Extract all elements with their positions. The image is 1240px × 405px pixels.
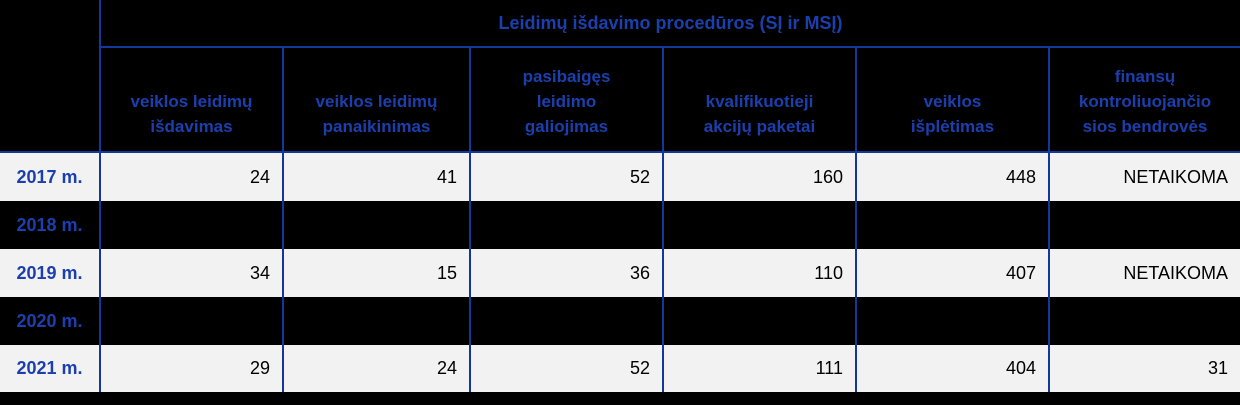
row-year-label: 2020 m. (0, 297, 99, 345)
row-year-label: 2017 m. (0, 153, 99, 201)
cell-value (662, 297, 855, 345)
column-header-veiklos-ispletimas: veiklos išplėtimas (855, 48, 1048, 153)
cell-value (99, 201, 282, 249)
cell-value: 15 (282, 249, 469, 297)
cell-value: 36 (469, 249, 662, 297)
cell-value: 110 (662, 249, 855, 297)
column-header-veiklos-leidimu-isdavimas: veiklos leidimų išdavimas (99, 48, 282, 153)
corner-cell (0, 0, 99, 48)
cell-value (99, 297, 282, 345)
cell-value: 29 (99, 345, 282, 392)
table-title: Leidimų išdavimo procedūros (SĮ ir MSĮ) (99, 0, 1240, 48)
cell-value: NETAIKOMA (1048, 153, 1240, 201)
cell-value: 41 (282, 153, 469, 201)
column-header-finansu-kontroliuojanciosios-bendroves: finansų kontroliuojančio sios bendrovės (1048, 48, 1240, 153)
column-header-kvalifikuotieji-akciju-paketai: kvalifikuotieji akcijų paketai (662, 48, 855, 153)
table-row-2018: 2018 m. (0, 201, 1240, 249)
cell-value: 52 (469, 345, 662, 392)
cell-value: 24 (282, 345, 469, 392)
cell-value (1048, 297, 1240, 345)
corner-cell-header (0, 48, 99, 153)
cell-value (282, 297, 469, 345)
cell-value: 34 (99, 249, 282, 297)
row-year-label: 2018 m. (0, 201, 99, 249)
bottom-black-strip (0, 392, 1240, 405)
table-row-2017: 2017 m. 24 41 52 160 448 NETAIKOMA (0, 153, 1240, 201)
cell-value: 448 (855, 153, 1048, 201)
title-row: Leidimų išdavimo procedūros (SĮ ir MSĮ) (0, 0, 1240, 48)
cell-value: 407 (855, 249, 1048, 297)
table-row-2020: 2020 m. (0, 297, 1240, 345)
cell-value: 404 (855, 345, 1048, 392)
row-year-label: 2021 m. (0, 345, 99, 392)
cell-value (1048, 201, 1240, 249)
cell-value (469, 201, 662, 249)
cell-value (282, 201, 469, 249)
cell-value (855, 201, 1048, 249)
cell-value: 24 (99, 153, 282, 201)
table-row-2019: 2019 m. 34 15 36 110 407 NETAIKOMA (0, 249, 1240, 297)
cell-value: 111 (662, 345, 855, 392)
cell-value: 160 (662, 153, 855, 201)
cell-value (855, 297, 1048, 345)
column-header-pasibaiges-leidimo-galiojimas: pasibaigęs leidimo galiojimas (469, 48, 662, 153)
cell-value (469, 297, 662, 345)
table-row-2021: 2021 m. 29 24 52 111 404 31 (0, 345, 1240, 392)
permit-procedures-table: Leidimų išdavimo procedūros (SĮ ir MSĮ) … (0, 0, 1240, 392)
cell-value: 31 (1048, 345, 1240, 392)
cell-value (662, 201, 855, 249)
column-header-row: veiklos leidimų išdavimas veiklos leidim… (0, 48, 1240, 153)
column-header-veiklos-leidimu-panaikinimas: veiklos leidimų panaikinimas (282, 48, 469, 153)
cell-value: NETAIKOMA (1048, 249, 1240, 297)
row-year-label: 2019 m. (0, 249, 99, 297)
cell-value: 52 (469, 153, 662, 201)
